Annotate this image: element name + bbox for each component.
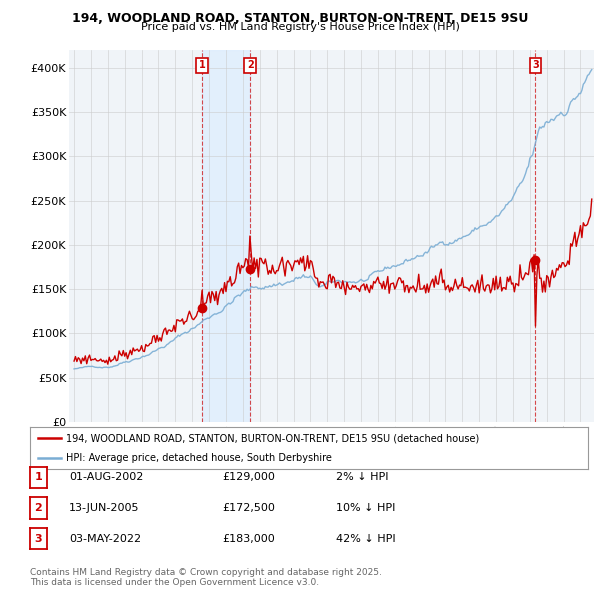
Text: £183,000: £183,000 xyxy=(222,534,275,543)
Text: 1: 1 xyxy=(35,473,42,482)
Text: £129,000: £129,000 xyxy=(222,473,275,482)
Text: 10% ↓ HPI: 10% ↓ HPI xyxy=(336,503,395,513)
Text: 3: 3 xyxy=(532,60,539,70)
Text: 194, WOODLAND ROAD, STANTON, BURTON-ON-TRENT, DE15 9SU (detached house): 194, WOODLAND ROAD, STANTON, BURTON-ON-T… xyxy=(66,433,479,443)
Text: 03-MAY-2022: 03-MAY-2022 xyxy=(69,534,141,543)
Text: Price paid vs. HM Land Registry's House Price Index (HPI): Price paid vs. HM Land Registry's House … xyxy=(140,22,460,32)
Text: 2% ↓ HPI: 2% ↓ HPI xyxy=(336,473,389,482)
Text: 2: 2 xyxy=(247,60,254,70)
Text: 42% ↓ HPI: 42% ↓ HPI xyxy=(336,534,395,543)
Text: £172,500: £172,500 xyxy=(222,503,275,513)
Text: 01-AUG-2002: 01-AUG-2002 xyxy=(69,473,143,482)
Text: 3: 3 xyxy=(35,534,42,543)
Text: 194, WOODLAND ROAD, STANTON, BURTON-ON-TRENT, DE15 9SU: 194, WOODLAND ROAD, STANTON, BURTON-ON-T… xyxy=(72,12,528,25)
Text: 2: 2 xyxy=(35,503,42,513)
Bar xyxy=(202,50,250,422)
Text: Contains HM Land Registry data © Crown copyright and database right 2025.
This d: Contains HM Land Registry data © Crown c… xyxy=(30,568,382,587)
Text: 13-JUN-2005: 13-JUN-2005 xyxy=(69,503,139,513)
Text: 1: 1 xyxy=(199,60,205,70)
Text: HPI: Average price, detached house, South Derbyshire: HPI: Average price, detached house, Sout… xyxy=(66,454,332,463)
